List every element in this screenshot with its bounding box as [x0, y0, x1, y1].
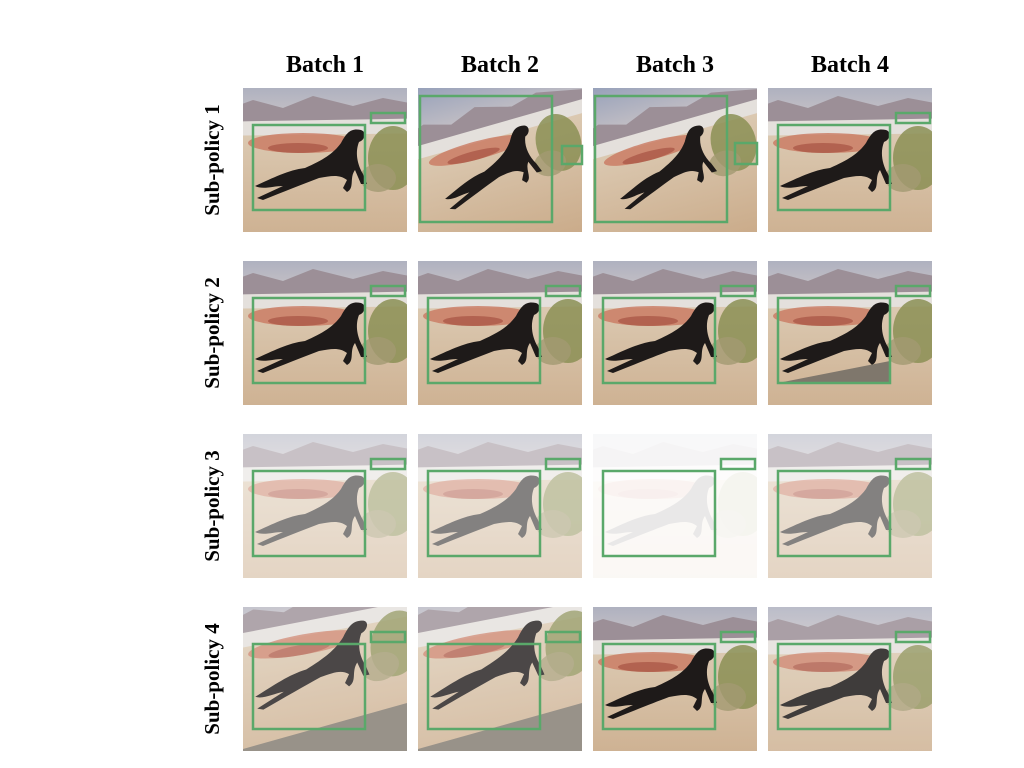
bounding-box	[593, 94, 729, 224]
augmented-image	[593, 607, 757, 751]
image-content	[593, 88, 757, 232]
row-label: Sub-policy 2	[200, 277, 224, 388]
bounding-box	[426, 296, 542, 385]
bounding-box	[426, 642, 542, 731]
image-content	[243, 434, 407, 578]
row-labels: Sub-policy 1 Sub-policy 2 Sub-policy 3 Sub-…	[200, 104, 224, 734]
bounding-box	[544, 630, 582, 644]
bounding-box	[776, 296, 892, 385]
augmented-image	[768, 88, 932, 232]
image-content	[418, 261, 582, 405]
image-content	[593, 261, 757, 405]
column-header: Batch 3	[636, 52, 714, 78]
augmented-image	[243, 88, 407, 232]
row-label: Sub-policy 3	[200, 450, 224, 561]
image-content	[768, 88, 932, 232]
photo	[593, 261, 757, 405]
bounding-box	[601, 469, 717, 558]
bounding-box	[776, 469, 892, 558]
fill-area	[778, 361, 890, 383]
bounding-box	[601, 642, 717, 731]
bounding-box	[719, 284, 757, 298]
augmented-image	[418, 261, 582, 405]
bounding-box	[719, 457, 757, 471]
augmented-image	[418, 88, 584, 232]
bounding-box	[894, 457, 932, 471]
bounding-box	[894, 630, 932, 644]
photo	[593, 607, 757, 751]
column-headers: Batch 1 Batch 2 Batch 3 Batch 4	[286, 52, 889, 78]
augmented-image	[243, 261, 407, 405]
photo	[768, 261, 932, 405]
row-label: Sub-policy 4	[200, 623, 224, 735]
bounding-box	[251, 469, 367, 558]
bounding-box	[369, 284, 407, 298]
augmented-image	[418, 607, 582, 751]
bounding-box	[776, 123, 892, 212]
image-content	[768, 261, 932, 405]
photo	[418, 261, 582, 405]
column-header: Batch 1	[286, 52, 364, 78]
bounding-box	[733, 141, 759, 166]
image-content	[243, 88, 407, 232]
augmented-image	[243, 434, 407, 578]
bounding-box	[560, 144, 584, 166]
augmented-image	[593, 88, 759, 232]
bounding-box	[601, 296, 717, 385]
bounding-box	[369, 111, 407, 125]
image-grid	[243, 88, 932, 751]
augmented-image	[768, 607, 932, 751]
bounding-box	[544, 284, 582, 298]
augmented-image	[418, 434, 582, 578]
bounding-box	[369, 630, 407, 644]
column-header: Batch 4	[811, 52, 889, 78]
column-header: Batch 2	[461, 52, 539, 78]
bounding-box	[894, 284, 932, 298]
bounding-box	[369, 457, 407, 471]
image-content	[768, 607, 932, 751]
image-content	[418, 434, 582, 578]
bounding-box	[544, 457, 582, 471]
photo	[768, 88, 932, 232]
augmented-image	[243, 607, 407, 751]
image-content	[768, 434, 932, 578]
bounding-box	[776, 642, 892, 731]
bounding-box	[251, 642, 367, 731]
augmented-image	[593, 434, 757, 578]
augmented-image	[768, 434, 932, 578]
augmented-image	[593, 261, 757, 405]
augmented-image	[768, 261, 932, 405]
bounding-box	[251, 123, 367, 212]
image-content	[593, 434, 757, 578]
bounding-box	[894, 111, 932, 125]
photo	[243, 88, 407, 232]
image-content	[243, 261, 407, 405]
bounding-box	[251, 296, 367, 385]
row-label: Sub-policy 1	[200, 104, 224, 215]
bounding-box	[418, 94, 554, 224]
image-content	[593, 607, 757, 751]
image-content	[418, 88, 582, 232]
photo	[243, 261, 407, 405]
bounding-box	[426, 469, 542, 558]
bounding-box	[719, 630, 757, 644]
